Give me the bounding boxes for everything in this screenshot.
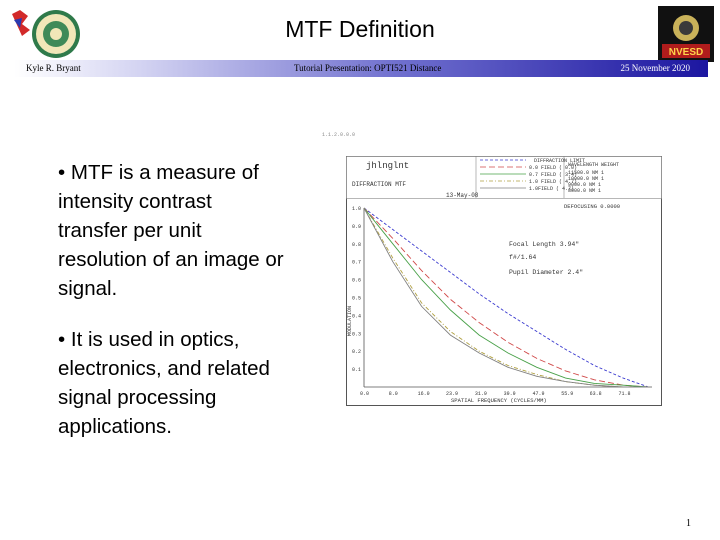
- x-tick-label: 55.9: [561, 391, 573, 397]
- bullet-line: • MTF is a measure of: [58, 161, 259, 184]
- figure-tag: 1.1.2.0.0.0: [322, 132, 356, 138]
- y-tick-label: 0.7: [352, 260, 361, 266]
- y-axis-label: MODULATION: [347, 306, 353, 336]
- slide-title: MTF Definition: [285, 16, 435, 42]
- wavelength-row: 9000.0 NM 1: [568, 182, 601, 188]
- mtf-figure: jhlnglnt DIFFRACTION MTF 13-May-08 DIFFR…: [346, 156, 662, 406]
- x-tick-label: 71.8: [618, 391, 630, 397]
- x-tick-label: 23.9: [446, 391, 458, 397]
- mtf-series-line: [363, 207, 649, 388]
- y-tick-label: 0.4: [352, 313, 361, 319]
- bullet-line: • It is used in optics,: [58, 328, 240, 351]
- fnum-label: f#/1.64: [509, 254, 536, 261]
- legend-item: 0.0 FIELD ( 0.0): [529, 165, 577, 171]
- bullet-line: intensity contrast: [58, 190, 212, 213]
- legend-item: 1.0FIELD ( 4.7): [529, 186, 574, 192]
- mtf-series-line: [363, 207, 649, 388]
- bullet-line: resolution of an image or: [58, 248, 284, 271]
- y-tick-label: 0.2: [352, 349, 361, 355]
- legend-header: DIFFRACTION LIMIT: [534, 158, 585, 164]
- bullet-line: signal processing: [58, 386, 217, 409]
- nvesd-logo-icon: NVESD: [658, 6, 714, 62]
- x-tick-label: 31.9: [475, 391, 487, 397]
- bullet-line: applications.: [58, 415, 172, 438]
- page-number: 1: [686, 518, 691, 529]
- author-name: Kyle R. Bryant: [26, 63, 81, 73]
- x-axis-label: SPATIAL FREQUENCY (CYCLES/MM): [451, 397, 547, 404]
- x-tick-label: 16.0: [418, 391, 430, 397]
- mtf-chart: jhlnglnt DIFFRACTION MTF 13-May-08 DIFFR…: [346, 156, 662, 406]
- figure-file: jhlnglnt: [366, 161, 409, 171]
- wavelength-header: WAVELENGTH WEIGHT: [568, 162, 619, 168]
- x-tick-label: 0.0: [360, 391, 369, 397]
- focal-length-label: Focal Length 3.94": [509, 241, 579, 248]
- bullet-line: transfer per unit: [58, 219, 202, 242]
- y-tick-label: 1.0: [352, 206, 361, 212]
- university-seal-icon: [10, 6, 80, 62]
- y-tick-label: 0.6: [352, 278, 361, 284]
- x-tick-label: 8.0: [389, 391, 398, 397]
- pupil-label: Pupil Diameter 2.4": [509, 269, 583, 276]
- course-label: Tutorial Presentation: OPTI521 Distance: [294, 63, 442, 73]
- wavelength-row: 10000.0 NM 1: [568, 176, 604, 182]
- y-tick-label: 0.1: [352, 367, 361, 373]
- legend-item: 0.7 FIELD ( 3.4): [529, 172, 577, 178]
- footer-band: Kyle R. Bryant Tutorial Presentation: OP…: [14, 60, 708, 77]
- y-tick-label: 0.3: [352, 331, 361, 337]
- wavelength-row: 8000.0 NM 1: [568, 188, 601, 194]
- mtf-series-line: [363, 207, 649, 388]
- x-tick-label: 47.9: [532, 391, 544, 397]
- nvesd-logo-text: NVESD: [669, 47, 703, 58]
- bullet-line: signal.: [58, 277, 118, 300]
- y-tick-label: 0.5: [352, 296, 361, 302]
- presentation-date: 25 November 2020: [620, 63, 691, 73]
- bullet-list: • MTF is a measure of intensity contrast…: [58, 158, 320, 463]
- bullet-item: • It is used in optics, electronics, and…: [58, 325, 320, 441]
- defocus-label: DEFOCUSING 0.0000: [564, 203, 620, 210]
- y-tick-label: 0.8: [352, 242, 361, 248]
- x-tick-label: 39.9: [504, 391, 516, 397]
- bullet-item: • MTF is a measure of intensity contrast…: [58, 158, 320, 303]
- legend-item: 1.0 FIELD ( 4.7): [529, 179, 577, 185]
- bullet-line: electronics, and related: [58, 357, 270, 380]
- wavelength-row: 11500.0 NM 1: [568, 170, 604, 176]
- y-tick-label: 0.9: [352, 224, 361, 230]
- figure-plot-title: DIFFRACTION MTF: [352, 181, 406, 188]
- x-tick-label: 63.8: [590, 391, 602, 397]
- figure-date: 13-May-08: [446, 192, 479, 199]
